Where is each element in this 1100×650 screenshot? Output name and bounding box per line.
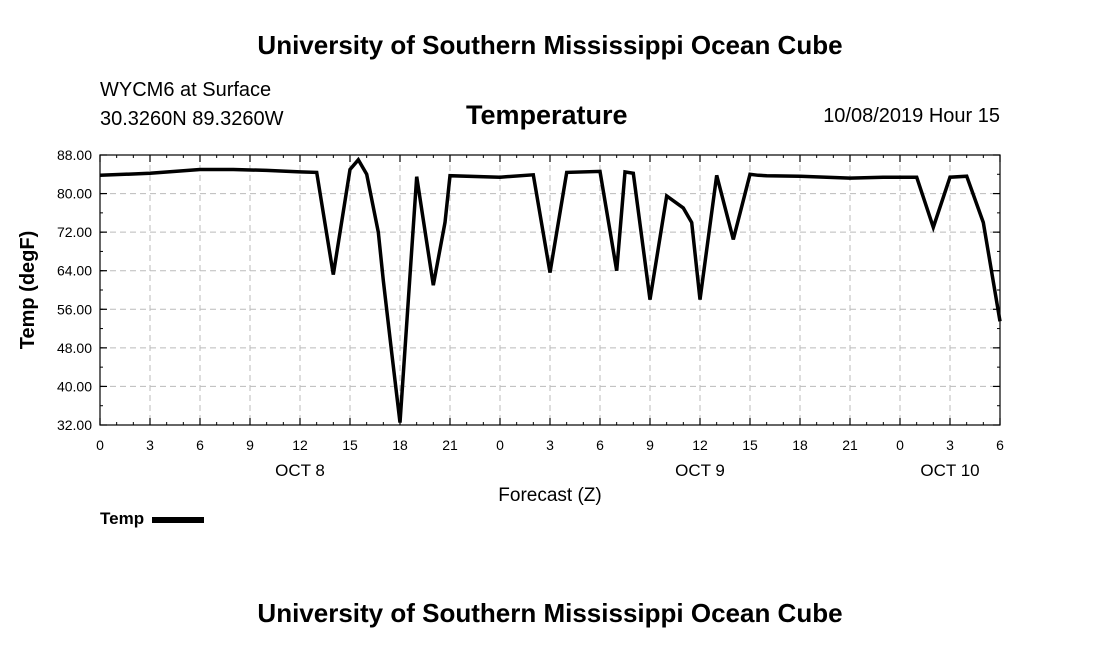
x-tick-label: 9 (246, 437, 254, 453)
x-tick-label: 9 (646, 437, 654, 453)
station-name: WYCM6 at Surface (100, 79, 272, 101)
x-tick-label: 6 (196, 437, 204, 453)
x-tick-label: 3 (946, 437, 954, 453)
x-tick-label: 15 (342, 437, 358, 453)
x-tick-label: 18 (392, 437, 408, 453)
x-tick-label: 3 (546, 437, 554, 453)
x-tick-label: 15 (742, 437, 758, 453)
x-tick-label: 0 (496, 437, 504, 453)
chart-title: Temperature (466, 100, 628, 130)
x-tick-label: 0 (896, 437, 904, 453)
bottom-title: University of Southern Mississippi Ocean… (257, 598, 843, 628)
forecast-datetime: 10/08/2019 Hour 15 (823, 105, 1000, 127)
x-tick-label: 0 (96, 437, 104, 453)
station-info: WYCM6 at Surface 30.3260N 89.3260W (100, 76, 283, 134)
x-tick-label: 12 (692, 437, 708, 453)
x-tick-label: 18 (792, 437, 808, 453)
legend-label: Temp (100, 509, 145, 528)
x-tick-label: 6 (596, 437, 604, 453)
x-tick-label: 21 (442, 437, 458, 453)
x-tick-label: 6 (996, 437, 1004, 453)
day-label: OCT 8 (275, 461, 325, 480)
y-axis-label: Temp (degF) (17, 231, 39, 350)
y-tick-label: 88.00 (57, 147, 92, 163)
y-tick-label: 72.00 (57, 224, 92, 240)
station-coords: 30.3260N 89.3260W (100, 108, 284, 130)
y-tick-label: 80.00 (57, 186, 92, 202)
x-axis-label: Forecast (Z) (498, 485, 601, 506)
day-label: OCT 9 (675, 461, 725, 480)
legend-line-swatch (152, 516, 205, 523)
y-tick-label: 56.00 (57, 301, 92, 317)
x-tick-label: 3 (146, 437, 154, 453)
y-tick-label: 40.00 (57, 378, 92, 394)
x-tick-label: 12 (292, 437, 308, 453)
top-title: University of Southern Mississippi Ocean… (257, 30, 843, 60)
day-label: OCT 10 (920, 461, 979, 480)
y-tick-label: 32.00 (57, 417, 92, 433)
y-tick-label: 64.00 (57, 263, 92, 279)
legend: Temp (100, 509, 205, 529)
y-tick-label: 48.00 (57, 340, 92, 356)
series-line-temp (99, 156, 1002, 423)
x-tick-label: 21 (842, 437, 858, 453)
